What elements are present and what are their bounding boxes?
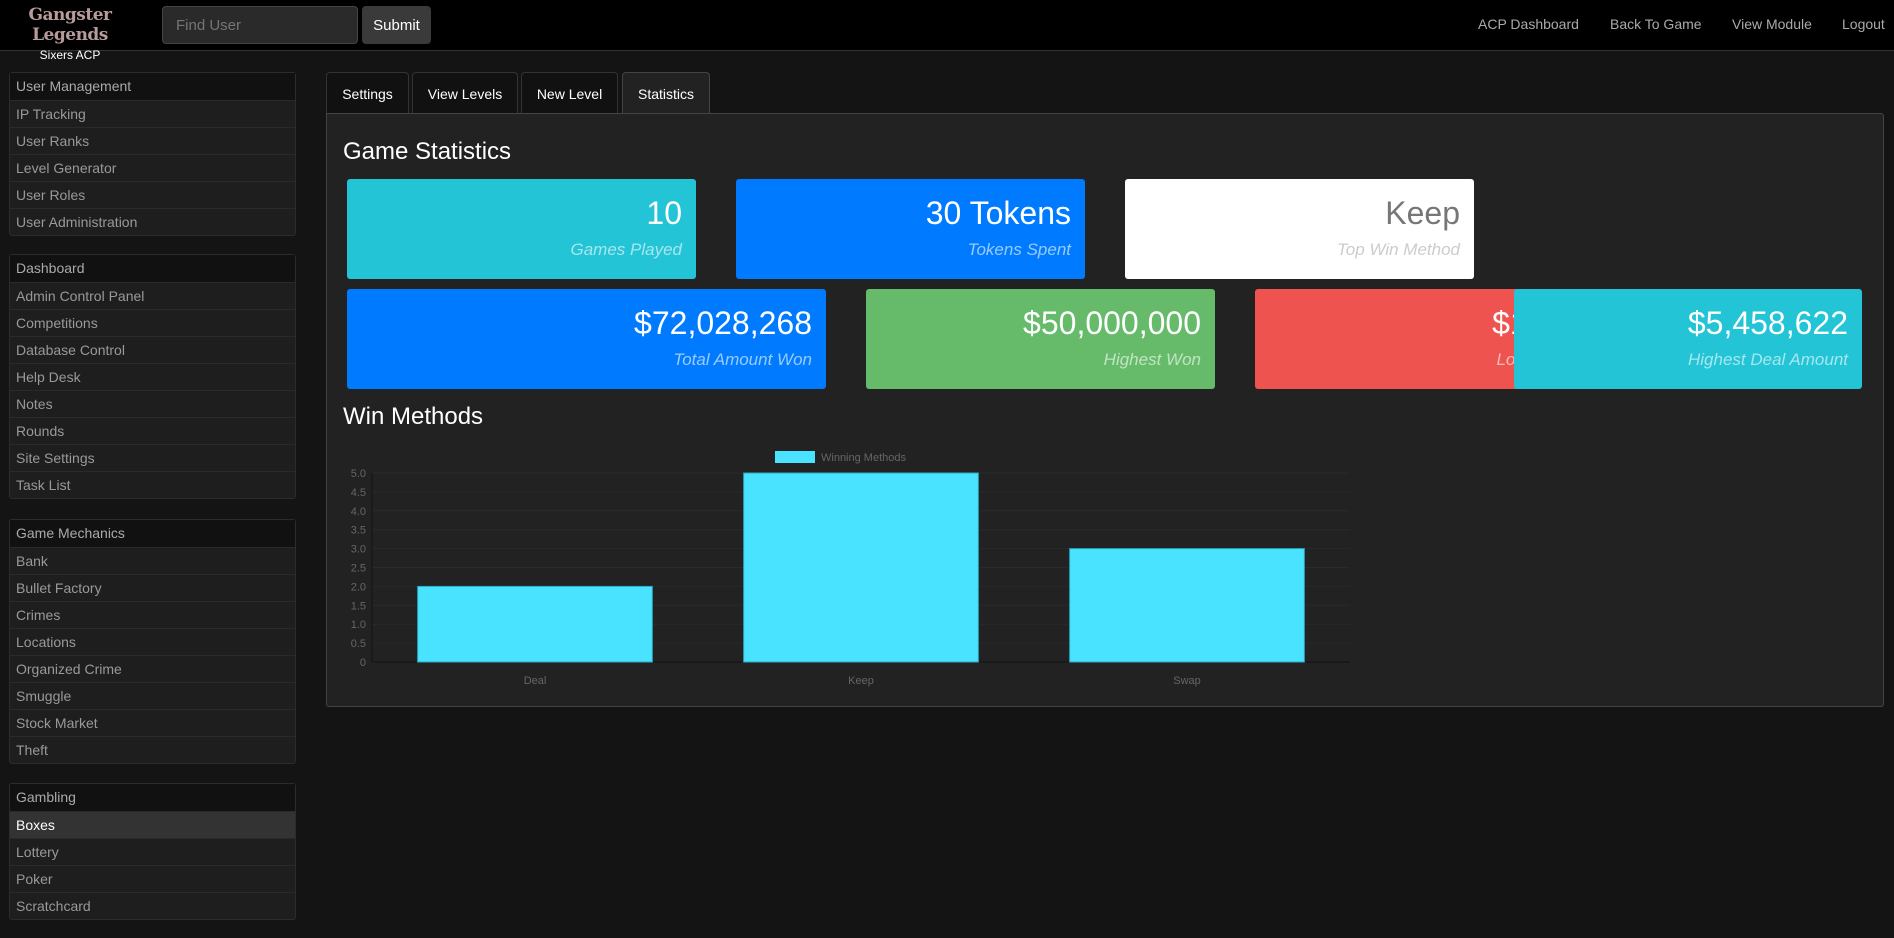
sidebar-group: Dashboard Admin Control Panel Competitions…	[9, 254, 296, 499]
tab-settings[interactable]: Settings	[326, 72, 409, 114]
stat-label: Tokens Spent	[967, 240, 1071, 259]
logo-subtitle: Sixers ACP	[39, 48, 101, 62]
sidebar-item[interactable]: Level Generator	[10, 154, 295, 181]
y-tick-label: 1.0	[351, 619, 366, 631]
logo[interactable]: Gangster Legends Sixers ACP	[8, 5, 132, 62]
stat-card: 30 Tokens Tokens Spent	[736, 179, 1085, 279]
y-tick-label: 1.5	[351, 600, 366, 612]
legend-label[interactable]: Winning Methods	[821, 452, 906, 464]
sidebar-group-title: Gambling	[10, 784, 295, 811]
stat-value: 30 Tokens	[925, 195, 1071, 231]
stat-card: $72,028,268 Total Amount Won	[347, 289, 826, 389]
sidebar-item[interactable]: Lottery	[10, 838, 295, 865]
sidebar-item[interactable]: IP Tracking	[10, 100, 295, 127]
sidebar-item[interactable]: Bank	[10, 547, 295, 574]
y-tick-label: 0	[360, 657, 366, 669]
stat-value: $72,028,268	[634, 305, 812, 341]
sidebar-item[interactable]: Smuggle	[10, 682, 295, 709]
sidebar-item[interactable]: Database Control	[10, 336, 295, 363]
tab-statistics[interactable]: Statistics	[622, 72, 710, 115]
sidebar-group-title: Dashboard	[10, 255, 295, 282]
sidebar-item[interactable]: Locations	[10, 628, 295, 655]
sidebar-group-title: Game Mechanics	[10, 520, 295, 547]
sidebar-item[interactable]: User Ranks	[10, 127, 295, 154]
tab-view-levels[interactable]: View Levels	[412, 72, 518, 114]
y-tick-label: 0.5	[351, 638, 366, 650]
stat-label: Highest Won	[1103, 350, 1201, 369]
sidebar-item[interactable]: Admin Control Panel	[10, 282, 295, 309]
sidebar-item[interactable]: Task List	[10, 471, 295, 498]
bar-deal[interactable]	[417, 585, 653, 663]
stat-label: Top Win Method	[1336, 240, 1460, 259]
stat-value: $5,458,622	[1687, 305, 1848, 341]
top-header: Gangster Legends Sixers ACP Submit ACP D…	[0, 0, 1894, 62]
stat-label: Games Played	[570, 240, 683, 259]
sidebar-group: User Management IP Tracking User Ranks Leve…	[9, 72, 296, 236]
sidebar-item[interactable]: Rounds	[10, 417, 295, 444]
sidebar-item[interactable]: Organized Crime	[10, 655, 295, 682]
y-tick-label: 4.0	[351, 506, 366, 518]
stat-value: $50,000,000	[1023, 305, 1201, 341]
stat-value: Keep	[1385, 195, 1460, 231]
sidebar-group: Game Mechanics Bank Bullet Factory Crimes Lo…	[9, 519, 296, 764]
tab-new-level[interactable]: New Level	[521, 72, 618, 114]
stat-card: $5,458,622 Highest Deal Amount	[1514, 289, 1862, 389]
y-tick-label: 5.0	[351, 468, 366, 480]
legend-swatch	[775, 451, 815, 463]
y-tick-label: 2.5	[351, 563, 366, 575]
y-tick-label: 4.5	[351, 487, 366, 499]
sidebar-group: Gambling Boxes Lottery Poker Scratchcard	[9, 783, 296, 920]
stat-label: Total Amount Won	[673, 350, 812, 369]
sidebar-item[interactable]: User Roles	[10, 181, 295, 208]
bar-swap[interactable]	[1069, 548, 1305, 663]
sidebar-item[interactable]: Competitions	[10, 309, 295, 336]
submit-button[interactable]: Submit	[362, 6, 431, 44]
nav-back-to-game[interactable]: Back To Game	[1610, 16, 1702, 32]
stat-value: 10	[646, 195, 682, 231]
bar-keep[interactable]	[743, 472, 979, 663]
find-user-input[interactable]	[162, 6, 358, 44]
sidebar-item[interactable]: Stock Market	[10, 709, 295, 736]
sidebar-item[interactable]: Theft	[10, 736, 295, 763]
y-tick-label: 3.5	[351, 525, 366, 537]
sidebar-item[interactable]: Scratchcard	[10, 892, 295, 919]
stat-label: Highest Deal Amount	[1687, 350, 1848, 369]
sidebar-item[interactable]: Site Settings	[10, 444, 295, 471]
x-tick-label: Deal	[524, 675, 547, 687]
sidebar-group-title: User Management	[10, 73, 295, 100]
sidebar-item[interactable]: Crimes	[10, 601, 295, 628]
logo-text: Gangster Legends	[28, 5, 112, 45]
stat-card: 10 Games Played	[347, 179, 696, 279]
sidebar-item[interactable]: Help Desk	[10, 363, 295, 390]
page-title: Game Statistics	[343, 138, 512, 165]
sidebar-item[interactable]: Bullet Factory	[10, 574, 295, 601]
sidebar-item[interactable]: Poker	[10, 865, 295, 892]
sidebar-item[interactable]: Boxes	[10, 811, 295, 838]
x-tick-label: Keep	[848, 675, 874, 687]
y-tick-label: 2.0	[351, 581, 366, 593]
stat-card: $50,000,000 Highest Won	[866, 289, 1215, 389]
chart-title: Win Methods	[343, 403, 484, 430]
sidebar-item[interactable]: User Administration	[10, 208, 295, 235]
stat-card: Keep Top Win Method	[1125, 179, 1474, 279]
y-tick-label: 3.0	[351, 544, 366, 556]
x-tick-label: Swap	[1173, 675, 1201, 687]
nav-logout[interactable]: Logout	[1842, 16, 1885, 32]
nav-view-module[interactable]: View Module	[1732, 16, 1812, 32]
nav-acp-dashboard[interactable]: ACP Dashboard	[1478, 16, 1579, 32]
sidebar-item[interactable]: Notes	[10, 390, 295, 417]
win-methods-chart: 0 0.5 1.0 1.5 2.0 2.5 3.0 3.5 4.0 4.5 5.0 Deal Keep S…	[351, 451, 1350, 687]
